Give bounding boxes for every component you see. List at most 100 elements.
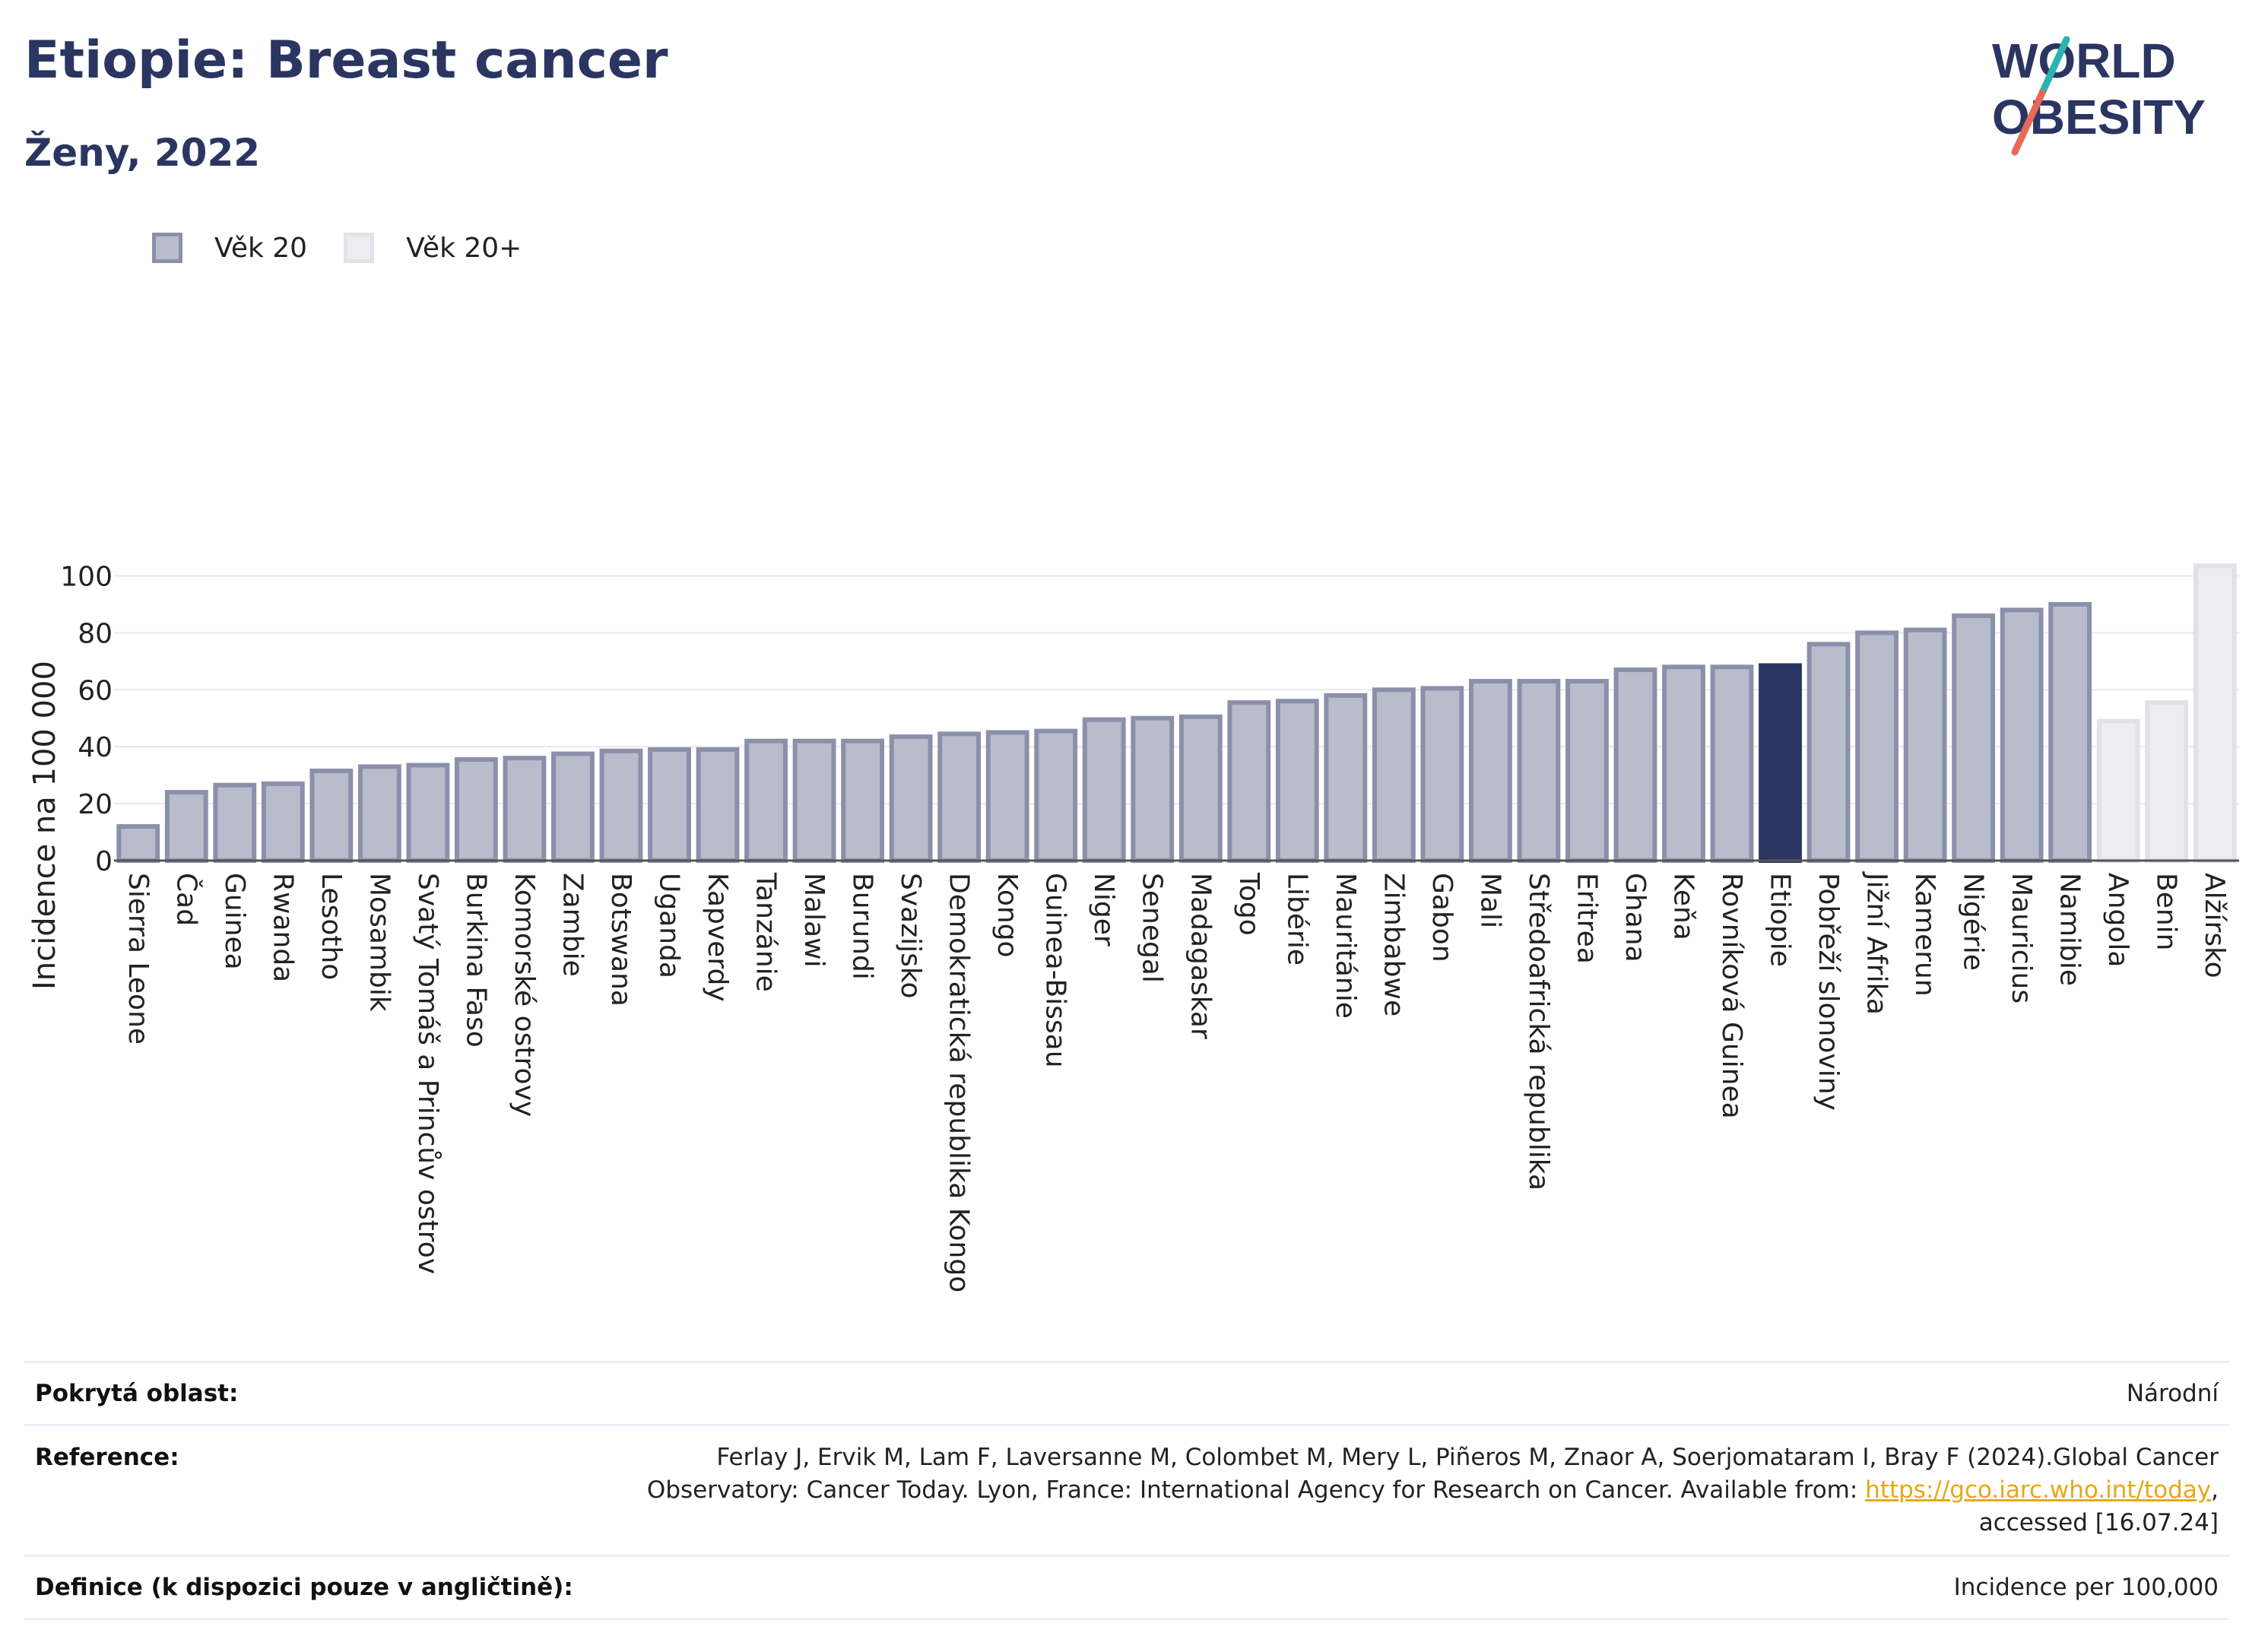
bar-item[interactable]: [1275, 699, 1319, 863]
bar-item[interactable]: [985, 730, 1029, 863]
x-tick-label: Ghana: [1619, 873, 1651, 962]
reference-label: Reference:: [35, 1444, 179, 1471]
legend-swatch-age20: [152, 233, 182, 263]
bar-item[interactable]: [841, 738, 885, 864]
footer-row-reference: Reference: Ferlay J, Ervik M, Lam F, Lav…: [24, 1424, 2229, 1555]
bar-item[interactable]: [406, 763, 450, 864]
chart-subtitle: Ženy, 2022: [24, 131, 261, 175]
x-tick-label: Burkina Faso: [460, 873, 491, 1048]
bar-item[interactable]: [889, 734, 933, 864]
x-tick-label: Eritrea: [1571, 873, 1602, 964]
y-tick-label: 20: [78, 789, 113, 820]
bar-item[interactable]: [2193, 563, 2237, 863]
x-tick-label: Sierra Leone: [122, 873, 154, 1045]
bar-item[interactable]: [599, 748, 643, 863]
bar-item[interactable]: [309, 769, 354, 864]
bar-item[interactable]: [1178, 714, 1223, 864]
logo-stroke-teal: [2038, 36, 2070, 97]
y-tick-label: 80: [78, 618, 113, 649]
x-tick-label: Nigérie: [1958, 873, 1989, 971]
x-tick-label: Středoafrická republika: [1523, 873, 1554, 1191]
y-tick-label: 0: [95, 846, 113, 877]
bar-item[interactable]: [1903, 627, 1947, 863]
x-tick-label: Tanzánie: [750, 872, 782, 992]
x-tick-label: Botswana: [605, 873, 636, 1007]
x-tick-label: Komorské ostrovy: [509, 873, 540, 1117]
x-tick-label: Uganda: [654, 873, 685, 978]
bar-item[interactable]: [1131, 715, 1175, 864]
x-tick-label: Svazijsko: [895, 873, 926, 998]
bar-item[interactable]: [1517, 679, 1561, 864]
x-tick-label: Rwanda: [267, 873, 298, 982]
bar-item[interactable]: [2000, 607, 2044, 863]
footer-table: Pokrytá oblast: Národní Reference: Ferla…: [24, 1361, 2229, 1620]
x-tick-label: Zimbabwe: [1378, 873, 1409, 1016]
bar-item[interactable]: [116, 824, 160, 864]
reference-line2: Observatory: Cancer Today. Lyon, France:…: [647, 1474, 2219, 1507]
bar-item[interactable]: [1082, 717, 1126, 863]
bar-item[interactable]: [357, 764, 401, 864]
bar-item[interactable]: [2145, 700, 2189, 863]
x-tick-label: Svatý Tomáš a Princův ostrov: [412, 873, 443, 1274]
world-obesity-logo: WORLD OBESITY: [1992, 33, 2206, 156]
x-tick-label: Pobřeží slonoviny: [1813, 873, 1844, 1111]
legend-label-age20: Věk 20: [214, 232, 308, 264]
bar-item[interactable]: [1613, 667, 1657, 863]
x-tick-label: Madagaskar: [1185, 873, 1216, 1039]
x-tick-label: Libérie: [1281, 873, 1312, 966]
bar-item[interactable]: [744, 738, 788, 864]
x-tick-label: Zambie: [557, 873, 588, 977]
legend-item-age20plus[interactable]: Věk 20+: [344, 233, 522, 264]
x-tick-label: Angola: [2102, 873, 2133, 967]
bar-item[interactable]: [792, 738, 836, 864]
bar-item[interactable]: [1034, 728, 1078, 864]
reference-line2-text: Observatory: Cancer Today. Lyon, France:…: [646, 1476, 1866, 1504]
bar-highlight[interactable]: [1759, 663, 1802, 863]
reference-line3: accessed [16.07.24]: [1978, 1509, 2219, 1536]
x-tick-label: Lesotho: [316, 873, 347, 980]
bar-item[interactable]: [1227, 700, 1271, 863]
bar-chart: 0 20 40 60 80 100 Incidence na 100 000 Sierra L…: [27, 561, 2239, 1292]
bar-item[interactable]: [2096, 718, 2140, 863]
x-tick-label: Demokratická republika Kongo: [944, 873, 975, 1292]
bar-item[interactable]: [261, 781, 305, 864]
bar-item[interactable]: [164, 790, 208, 863]
bar-item[interactable]: [1565, 679, 1609, 864]
y-tick-label: 40: [78, 732, 113, 763]
definition-label: Definice (k dispozici pouze v angličtině…: [35, 1574, 573, 1601]
x-tick-label: Mosambik: [363, 873, 395, 1012]
bar-item[interactable]: [1710, 664, 1754, 863]
bar-item[interactable]: [937, 731, 982, 863]
bar-item[interactable]: [2048, 601, 2092, 863]
reference-line2-end: ,: [2211, 1476, 2219, 1504]
x-tick-label: Kongo: [991, 873, 1023, 958]
bar-item[interactable]: [455, 757, 498, 864]
x-tick-label: Togo: [1233, 872, 1264, 936]
bar-item[interactable]: [551, 751, 595, 864]
x-tick-label: Senegal: [1137, 873, 1168, 983]
x-tick-label: Čad: [170, 873, 202, 926]
bar-item[interactable]: [696, 747, 740, 863]
x-tick-label: Mauricius: [2006, 873, 2037, 1004]
bar-item[interactable]: [1806, 642, 1851, 863]
legend-item-age20[interactable]: Věk 20: [152, 233, 307, 264]
reference-link[interactable]: https://gco.iarc.who.int/today: [1865, 1476, 2212, 1504]
x-tick-label: Guinea: [219, 873, 250, 970]
bar-item[interactable]: [648, 747, 691, 863]
logo-line1: WORLD: [1992, 33, 2176, 88]
bar-item[interactable]: [1662, 664, 1705, 863]
bar-item[interactable]: [1952, 613, 1996, 863]
x-tick-label: Mali: [1474, 873, 1505, 928]
bar-item[interactable]: [1372, 687, 1416, 863]
chart-legend: Věk 20 Věk 20+: [152, 227, 558, 269]
bar-item[interactable]: [1324, 693, 1368, 863]
bar-item[interactable]: [213, 782, 257, 864]
bar-item[interactable]: [1420, 686, 1464, 864]
bar-item[interactable]: [503, 756, 547, 863]
bar-item[interactable]: [1468, 679, 1512, 864]
x-tick-label: Kamerun: [1909, 873, 1940, 997]
x-tick-label: Guinea-Bissau: [1040, 873, 1071, 1068]
coverage-value: Národní: [2126, 1379, 2219, 1407]
x-tick-label: Etiopie: [1765, 873, 1796, 967]
bar-item[interactable]: [1855, 630, 1898, 863]
